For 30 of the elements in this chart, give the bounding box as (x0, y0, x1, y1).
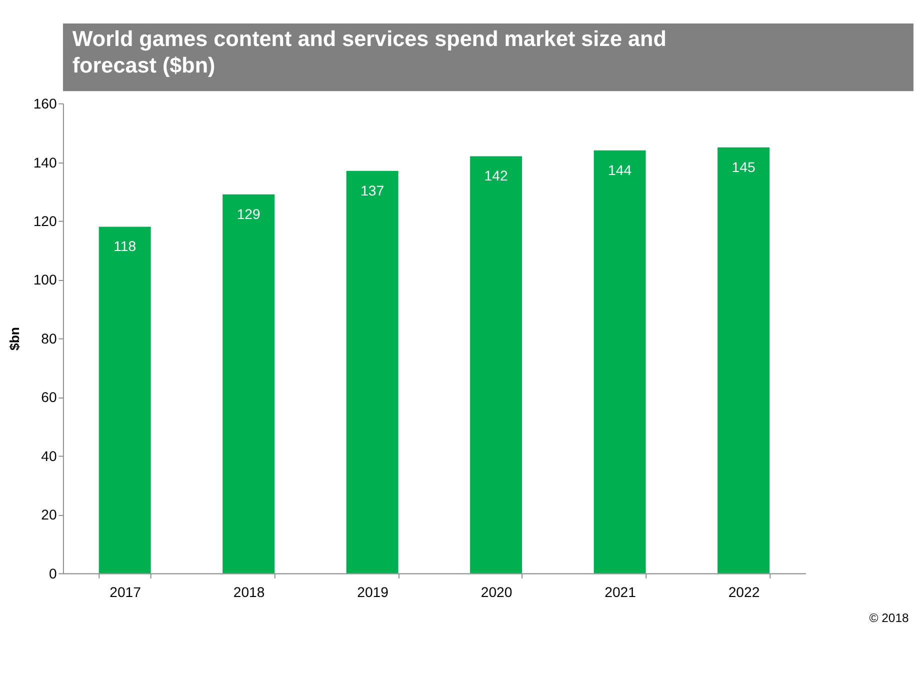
y-tick-label: 140 (33, 154, 58, 170)
chart-title: World games content and services spend market size and forecast ($bn) (72, 26, 666, 78)
data-label: 118 (114, 238, 136, 254)
data-label: 137 (360, 182, 384, 198)
data-label: 144 (608, 162, 632, 178)
bar (594, 150, 646, 574)
x-tick-label: 2019 (357, 584, 389, 600)
bar (470, 156, 522, 574)
text: © 2018 (869, 611, 909, 626)
data-label: 145 (732, 158, 756, 175)
y-tick-label: 40 (41, 448, 58, 464)
bar (222, 194, 275, 574)
x-tick-label: 2020 (480, 584, 512, 600)
bar (718, 147, 770, 574)
y-tick-label: 120 (33, 213, 58, 229)
data-label: 129 (236, 206, 260, 222)
x-tick-label: 2017 (110, 584, 142, 600)
bar (98, 226, 151, 574)
data-label: 142 (484, 168, 508, 184)
x-tick-label: 2018 (233, 584, 265, 600)
y-tick-label: 80 (41, 330, 58, 346)
y-tick-label: 0 (49, 565, 58, 582)
y-tick-label: 20 (41, 506, 58, 523)
y-tick-label: 160 (33, 96, 58, 112)
y-tick-label: 100 (33, 272, 58, 288)
y-tick-label: 60 (41, 389, 58, 406)
x-tick-label: 2021 (604, 584, 636, 600)
bar (346, 170, 398, 574)
x-tick-label: 2022 (728, 584, 760, 600)
y-axis-title: $bn (7, 327, 22, 350)
